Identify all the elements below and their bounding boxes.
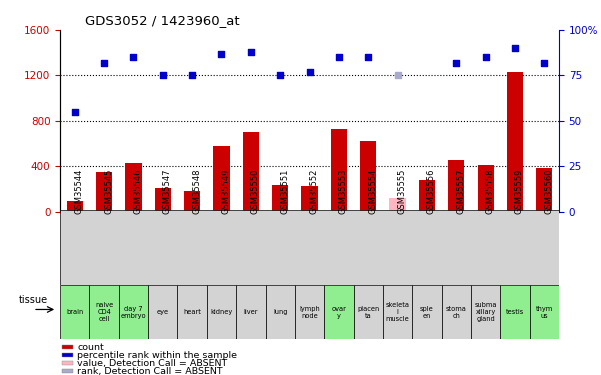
FancyBboxPatch shape: [148, 285, 177, 339]
Text: brain: brain: [66, 309, 84, 315]
Bar: [126, 163, 141, 212]
Bar: [63, 345, 73, 350]
Text: lung: lung: [273, 309, 287, 315]
Text: GSM35555: GSM35555: [397, 168, 406, 214]
Text: heart: heart: [183, 309, 201, 315]
Bar: [243, 132, 259, 212]
Text: thym
us: thym us: [535, 306, 553, 319]
Text: GSM35552: GSM35552: [310, 168, 319, 214]
Point: [275, 72, 285, 78]
Text: placen
ta: placen ta: [357, 306, 379, 319]
Point: [392, 72, 402, 78]
Point: [70, 109, 79, 115]
Text: stoma
ch: stoma ch: [446, 306, 466, 319]
FancyBboxPatch shape: [500, 285, 529, 339]
Text: sple
en: sple en: [420, 306, 434, 319]
FancyBboxPatch shape: [529, 285, 559, 339]
Text: GSM35554: GSM35554: [368, 168, 377, 214]
Bar: [154, 188, 171, 212]
Bar: [536, 168, 552, 212]
Text: eye: eye: [157, 309, 169, 315]
Text: GSM35549: GSM35549: [222, 168, 231, 214]
Text: GSM35559: GSM35559: [515, 168, 524, 214]
FancyBboxPatch shape: [60, 285, 90, 339]
Point: [158, 72, 168, 78]
Text: GSM35548: GSM35548: [192, 168, 201, 214]
FancyBboxPatch shape: [207, 285, 236, 339]
Point: [188, 72, 197, 78]
Point: [334, 54, 344, 60]
Text: GSM35560: GSM35560: [545, 168, 554, 214]
Text: percentile rank within the sample: percentile rank within the sample: [77, 351, 237, 360]
Text: GSM35550: GSM35550: [251, 168, 260, 214]
Text: skeleta
l
muscle: skeleta l muscle: [386, 302, 409, 322]
Point: [510, 45, 520, 51]
Text: GSM35557: GSM35557: [456, 168, 465, 214]
Bar: [184, 191, 200, 212]
FancyBboxPatch shape: [383, 285, 412, 339]
Bar: [96, 172, 112, 212]
FancyBboxPatch shape: [236, 285, 266, 339]
FancyBboxPatch shape: [471, 285, 500, 339]
FancyBboxPatch shape: [90, 285, 119, 339]
Text: GSM35544: GSM35544: [75, 168, 84, 214]
Text: rank, Detection Call = ABSENT: rank, Detection Call = ABSENT: [77, 366, 223, 375]
FancyBboxPatch shape: [119, 285, 148, 339]
FancyBboxPatch shape: [353, 285, 383, 339]
Bar: [507, 72, 523, 212]
Bar: [213, 146, 230, 212]
Point: [451, 60, 461, 66]
Bar: [360, 141, 376, 212]
Bar: [448, 160, 465, 212]
Bar: [63, 353, 73, 357]
Text: GSM35556: GSM35556: [427, 168, 436, 214]
Text: lymph
node: lymph node: [299, 306, 320, 319]
FancyBboxPatch shape: [442, 285, 471, 339]
Text: value, Detection Call = ABSENT: value, Detection Call = ABSENT: [77, 358, 227, 368]
Point: [217, 51, 227, 57]
FancyBboxPatch shape: [177, 285, 207, 339]
Text: tissue: tissue: [19, 295, 47, 305]
Bar: [302, 186, 317, 212]
Bar: [67, 201, 83, 212]
FancyBboxPatch shape: [295, 285, 324, 339]
Bar: [331, 129, 347, 212]
Bar: [63, 361, 73, 365]
Point: [305, 69, 314, 75]
Text: GSM35558: GSM35558: [486, 168, 495, 214]
Bar: [419, 180, 435, 212]
Text: naive
CD4
cell: naive CD4 cell: [95, 302, 113, 322]
Point: [129, 54, 138, 60]
Text: liver: liver: [243, 309, 258, 315]
Text: day 7
embryо: day 7 embryо: [121, 306, 146, 319]
Text: GSM35546: GSM35546: [133, 168, 142, 214]
Bar: [389, 198, 406, 212]
Text: GSM35553: GSM35553: [339, 168, 348, 214]
Text: testis: testis: [506, 309, 524, 315]
Text: GSM35551: GSM35551: [280, 168, 289, 214]
Text: kidney: kidney: [210, 309, 233, 315]
Point: [246, 49, 255, 55]
Text: count: count: [77, 343, 104, 352]
Text: subma
xillary
gland: subma xillary gland: [474, 302, 497, 322]
Point: [99, 60, 109, 66]
Text: GDS3052 / 1423960_at: GDS3052 / 1423960_at: [85, 15, 240, 27]
Text: ovar
y: ovar y: [331, 306, 346, 319]
Point: [540, 60, 549, 66]
Point: [481, 54, 490, 60]
FancyBboxPatch shape: [412, 285, 442, 339]
Text: GSM35547: GSM35547: [163, 168, 172, 214]
Bar: [63, 369, 73, 373]
Bar: [272, 184, 288, 212]
FancyBboxPatch shape: [324, 285, 353, 339]
Text: GSM35545: GSM35545: [104, 168, 113, 214]
Point: [364, 54, 373, 60]
Bar: [478, 165, 493, 212]
FancyBboxPatch shape: [266, 285, 295, 339]
